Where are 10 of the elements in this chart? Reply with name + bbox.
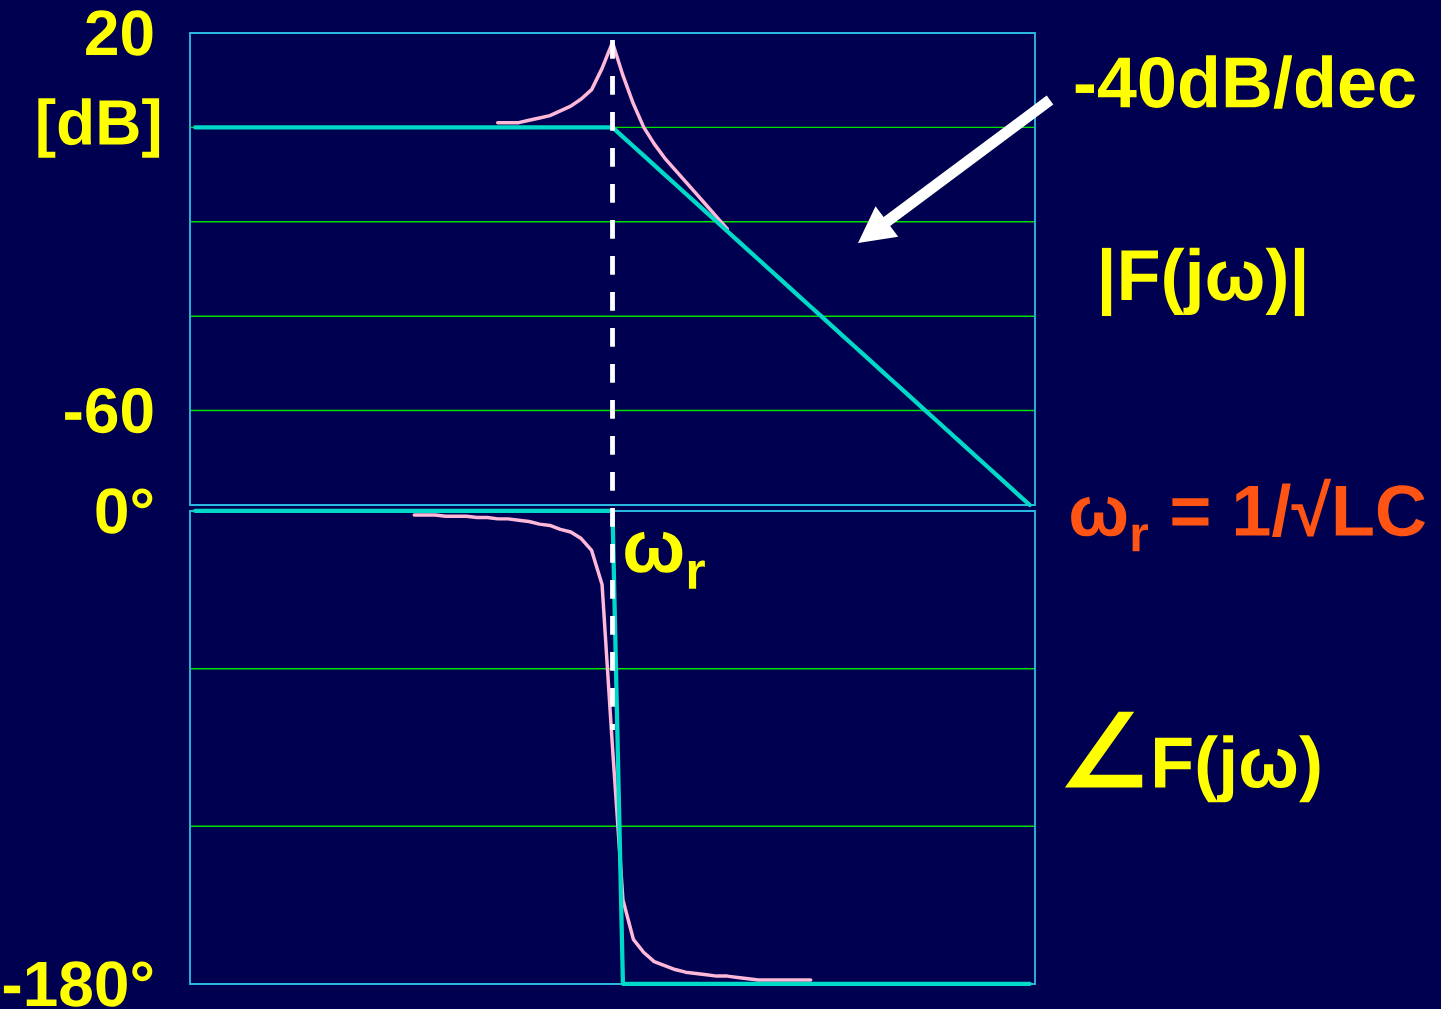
- y-tick-label: 20: [86, 10, 153, 56]
- text: ∠F(jω): [1064, 711, 1320, 803]
- text: -40dB/dec: [1075, 55, 1415, 109]
- y-tick-label: -180°: [3, 961, 153, 1007]
- text: ω$_{r}$ = 1/√LC: [1071, 478, 1425, 552]
- y-tick-label: 0°: [96, 488, 153, 534]
- y-axis-title: [dB]: [38, 98, 160, 158]
- text: |F(jω)|: [1101, 247, 1305, 317]
- y-tick-label: -60: [65, 387, 153, 434]
- annotation: ω$_{r}$: [625, 531, 705, 589]
